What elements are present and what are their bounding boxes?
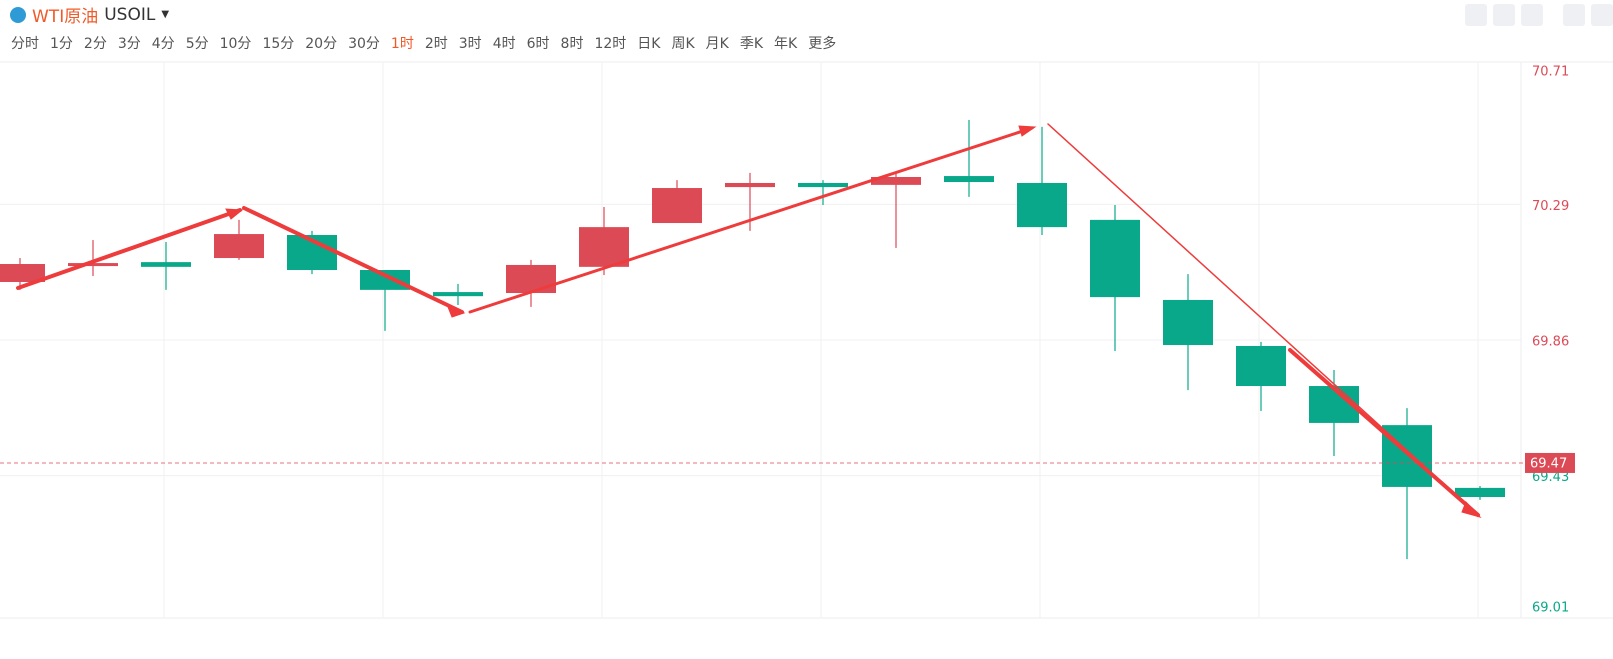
timeframe-tab[interactable]: 4分 [151,36,175,52]
icon [10,6,26,23]
candle-body [798,182,848,188]
timeframe-tab[interactable]: 1时 [390,36,414,52]
timeframe-tab[interactable]: 周K [671,36,695,52]
tool[interactable] [1563,4,1585,26]
candle-body [68,263,118,267]
candle-body [0,264,45,282]
header: WTI原油 USOIL ▼ 分时 1分 2分 3分 4分 5分 10分 15分 20分 30分 1时 2时… [0,0,1613,62]
timeframe-tab[interactable]: 3时 [458,36,482,52]
timeframe-tab[interactable]: 15分 [262,36,295,52]
candle-body [506,264,556,294]
timeframe-tab[interactable]: 10分 [219,36,252,52]
timeframe-bar: 分时 1分 2分 3分 4分 5分 10分 15分 20分 30分 1时 2时 3时 4时 6时 8时 12时日… [11,33,847,53]
current-price-label: 69.47 [1530,456,1567,471]
symbol: USOIL [104,4,156,25]
timeframe-tab[interactable]: 2时 [424,36,448,52]
candle-body [579,227,629,267]
candle-body [652,188,702,224]
candle-body [433,292,483,297]
dropdown-caret: ▼ [161,9,170,20]
candle-body [214,234,264,259]
timeframe-tab[interactable]: 1分 [50,36,73,52]
candle-body [871,176,921,185]
candle-body [725,182,775,188]
tool[interactable] [1465,4,1487,26]
candle-body [360,270,410,290]
timeframe-tab[interactable]: 3分 [117,36,141,52]
title: WTI原油 [32,7,99,27]
timeframe-tab[interactable]: 日K [637,36,661,52]
timeframe-tab[interactable]: 更多 [808,36,837,52]
y-tick-label: 70.29 [1532,199,1569,214]
timeframe-tab[interactable]: 12时 [594,36,627,52]
candle-body [1090,219,1140,298]
toolbar [1465,4,1613,26]
candle-body [1455,487,1505,498]
current-price-box [1525,452,1575,473]
timeframe-tab[interactable]: 20分 [305,36,338,52]
timeframe-tab[interactable]: 2分 [83,36,107,52]
timeframe-tab[interactable]: 月K [705,36,729,52]
timeframe-tab[interactable]: 年K [774,36,798,52]
candle-body [141,262,191,267]
tool[interactable] [1591,4,1613,26]
timeframe-tab[interactable]: 4时 [492,36,516,52]
timeframe-tab[interactable]: 8时 [560,36,584,52]
timeframe-tab[interactable]: 30分 [348,36,380,52]
annotations [16,123,1482,518]
candle-body [1163,299,1213,346]
y-tick-label: 69.86 [1532,335,1569,350]
timeframe-tab[interactable]: 5分 [185,36,209,52]
timeframe-tab[interactable]: 6时 [526,36,550,52]
symbol-title[interactable]: WTI原油 USOIL ▼ [10,2,169,27]
timeframe-tab[interactable]: 季K [739,36,764,52]
y-tick-label: 70.71 [1532,65,1569,80]
timeframe-tab[interactable]: 分时 [11,36,39,52]
tool[interactable] [1493,4,1515,26]
candle-body [944,176,994,183]
candle-body [1236,345,1286,387]
candle-body [1017,182,1067,228]
tool[interactable] [1521,4,1543,26]
y-tick-label: 69.43 [1532,470,1569,485]
y-tick-label: 69.01 [1532,601,1569,616]
